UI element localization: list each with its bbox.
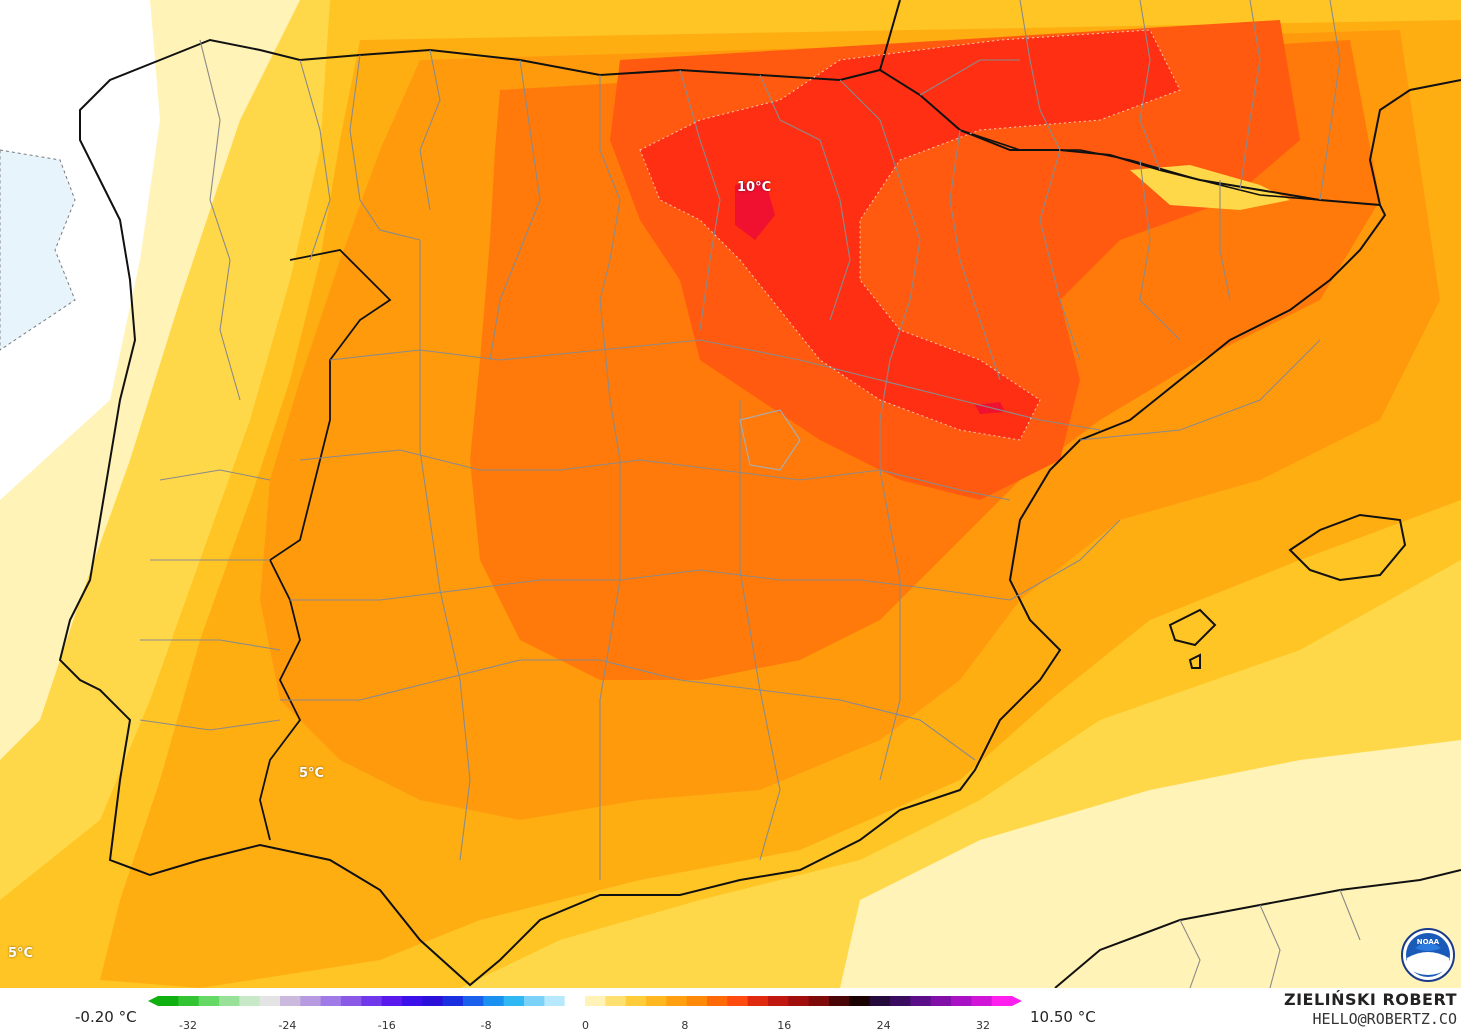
france-coast bbox=[879, 0, 901, 71]
scale-swatch bbox=[402, 996, 423, 1006]
ibiza bbox=[1168, 608, 1217, 647]
color-scale bbox=[148, 996, 1022, 1006]
cold-zone bbox=[0, 149, 76, 351]
pyrenees-border bbox=[959, 129, 1321, 201]
legend-tick-label: -32 bbox=[179, 1019, 197, 1032]
scale-swatch bbox=[483, 996, 505, 1006]
scale-swatch bbox=[219, 996, 240, 1006]
credit-name: ZIELIŃSKI ROBERT bbox=[1283, 990, 1457, 1009]
pale-zone-southeast bbox=[840, 740, 1461, 988]
noaa-icon: NOAA bbox=[1401, 928, 1455, 982]
scale-swatch bbox=[544, 996, 566, 1006]
scale-swatch bbox=[666, 996, 688, 1006]
scale-swatch bbox=[808, 996, 830, 1006]
scale-swatch bbox=[768, 996, 789, 1006]
scale-swatch bbox=[686, 996, 708, 1006]
deep-red-spot bbox=[735, 180, 775, 240]
legend-tick-label: -8 bbox=[480, 1019, 492, 1032]
scale-swatch bbox=[991, 996, 1013, 1006]
scale-swatch bbox=[930, 996, 952, 1006]
scale-swatch bbox=[198, 996, 220, 1006]
scale-swatch bbox=[951, 996, 972, 1006]
province-borders bbox=[139, 0, 1361, 988]
credit-email: HELLO@ROBERTZ.CO bbox=[1312, 1010, 1458, 1028]
ocean-white bbox=[0, 0, 160, 500]
scale-swatch bbox=[381, 996, 403, 1006]
scale-swatch bbox=[869, 996, 891, 1006]
legend-tick-label: -16 bbox=[377, 1019, 396, 1032]
scale-swatch bbox=[788, 996, 810, 1006]
legend-bar: -0.20 °C 10.50 °C -32 -24 -16 -8 0 8 16 24 32 ZI… bbox=[0, 988, 1461, 1035]
legend-tick-label: -24 bbox=[278, 1019, 297, 1032]
scale-swatch bbox=[320, 996, 342, 1006]
scale-swatch bbox=[849, 996, 871, 1006]
scale-arrow-right bbox=[1012, 996, 1022, 1006]
label-north-max: 10°C bbox=[737, 180, 772, 195]
scale-swatch bbox=[625, 996, 647, 1006]
scale-swatch bbox=[707, 996, 728, 1006]
temperature-map: 10°C 5°C 5°C NOAA bbox=[0, 0, 1461, 988]
scale-swatch bbox=[300, 996, 322, 1006]
pyrenees-patch bbox=[1130, 165, 1290, 210]
scale-swatch bbox=[727, 996, 749, 1006]
scale-swatch bbox=[361, 996, 383, 1006]
label-southwest: 5°C bbox=[299, 766, 325, 781]
legend-tick-label: 0 bbox=[582, 1019, 589, 1032]
scale-swatch bbox=[503, 996, 525, 1006]
map-canvas bbox=[0, 0, 1461, 988]
scale-swatch bbox=[259, 996, 281, 1006]
label-corner: 5°C bbox=[8, 946, 34, 961]
scale-swatch bbox=[971, 996, 993, 1006]
scale-swatch bbox=[910, 996, 932, 1006]
noaa-logo: NOAA bbox=[1401, 928, 1455, 982]
scale-swatch bbox=[178, 996, 200, 1006]
scale-swatch bbox=[747, 996, 769, 1006]
formentera bbox=[1188, 653, 1201, 669]
scale-swatch bbox=[564, 996, 586, 1006]
scale-swatch bbox=[524, 996, 545, 1006]
madrid-border bbox=[739, 409, 801, 471]
scale-swatch bbox=[890, 996, 911, 1006]
contour-10c bbox=[639, 29, 1181, 441]
legend-max-label: 10.50 °C bbox=[1030, 1008, 1096, 1026]
mallorca bbox=[1288, 513, 1407, 582]
legend-tick-label: 16 bbox=[777, 1019, 792, 1032]
scale-swatch bbox=[239, 996, 261, 1006]
legend-tick-label: 32 bbox=[976, 1019, 990, 1032]
legend-ticks: -32 -24 -16 -8 0 8 16 24 32 bbox=[0, 1019, 1461, 1035]
scale-swatch bbox=[280, 996, 301, 1006]
scale-swatch bbox=[341, 996, 362, 1006]
scale-swatch bbox=[463, 996, 484, 1006]
legend-tick-label: 8 bbox=[681, 1019, 689, 1032]
noaa-text: NOAA bbox=[1417, 938, 1440, 946]
red-zone bbox=[640, 30, 1180, 440]
scale-swatch bbox=[442, 996, 464, 1006]
legend-min-label: -0.20 °C bbox=[75, 1008, 137, 1026]
scale-arrow-left bbox=[148, 996, 158, 1006]
france-south-coast bbox=[1368, 79, 1461, 206]
portugal-border bbox=[259, 249, 392, 841]
scale-swatch bbox=[585, 996, 606, 1006]
legend-tick-label: 24 bbox=[876, 1019, 891, 1032]
scale-swatch bbox=[605, 996, 627, 1006]
scale-swatch bbox=[158, 996, 179, 1006]
scale-swatch bbox=[646, 996, 667, 1006]
scale-swatch bbox=[422, 996, 444, 1006]
scale-swatch bbox=[829, 996, 850, 1006]
